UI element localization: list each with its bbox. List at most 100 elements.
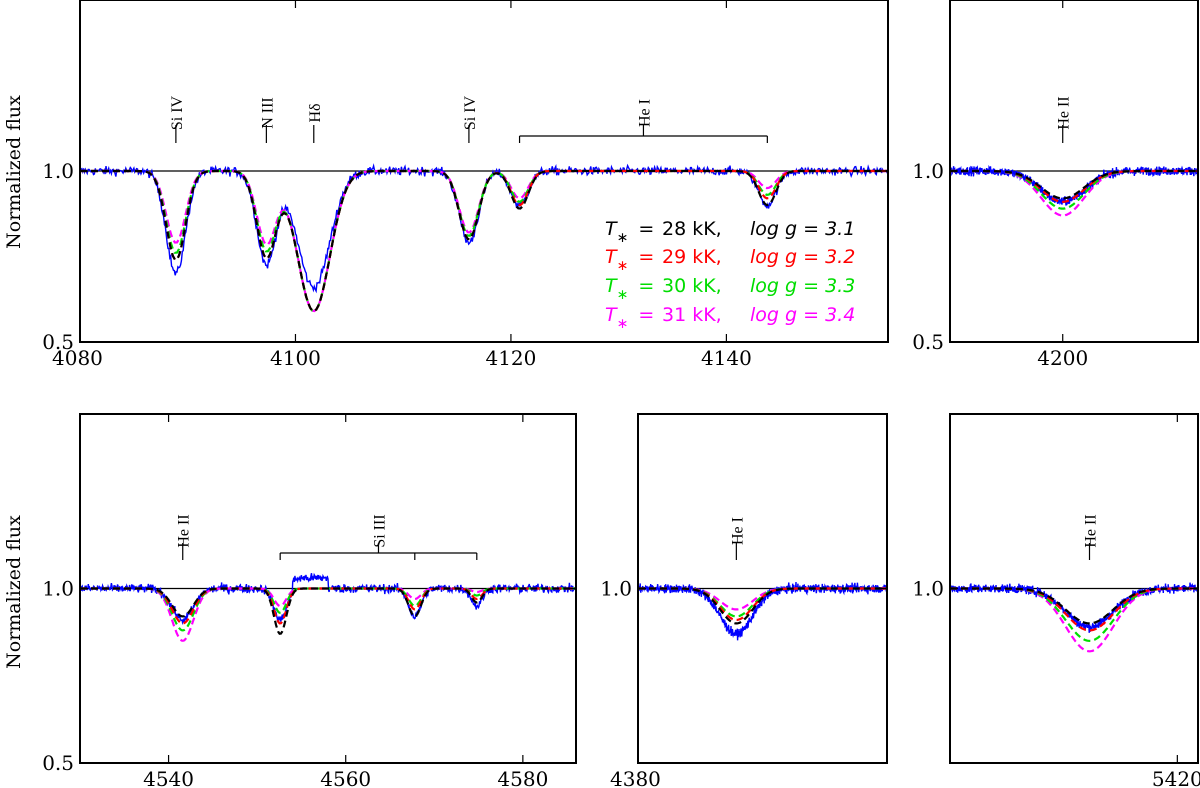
line-id-3: Hδ: [307, 103, 324, 143]
legend-entry-4-teff: 31 kK,: [662, 304, 722, 326]
model-spectrum-1: [950, 169, 1198, 200]
legend-entry-4: T∗ = 31 kK, log g = 3.4: [605, 304, 855, 332]
panel-4-frame: [637, 413, 888, 764]
line-id-1: He I: [729, 517, 746, 560]
legend: T∗ = 28 kK, log g = 3.1 T∗ = 29 kK, log g …: [605, 218, 855, 332]
line-id-5: He I: [518, 99, 768, 143]
line-id-label: Si III: [371, 514, 388, 547]
x-tick-label: 4140: [701, 346, 752, 370]
line-id-2: Si III: [279, 514, 478, 560]
panel-4-axes: 4380 1.0: [600, 414, 887, 788]
legend-entry-3: T∗ = 30 kK, log g = 3.3: [605, 275, 855, 303]
y-tick-label: 1.0: [42, 159, 74, 183]
model-spectrum-4: [638, 587, 887, 611]
legend-entry-2-logg: log g = 3.2: [750, 246, 855, 268]
line-id-label: He II: [176, 514, 193, 547]
line-id-label: Si IV: [462, 95, 479, 130]
line-id-label: N III: [259, 97, 276, 129]
line-id-label: Hδ: [307, 103, 324, 122]
x-tick-label: 4080: [52, 346, 103, 370]
panel-2-line-annotations: He II: [1056, 96, 1073, 143]
x-tick-label: 5420: [1152, 767, 1200, 788]
model-spectrum-1: [80, 169, 888, 313]
model-spectrum-3: [950, 587, 1198, 643]
model-spectrum-1: [638, 587, 887, 625]
model-spectrum-1: [80, 587, 576, 635]
y-tick-label: 1.0: [912, 577, 944, 601]
line-id-1: He II: [176, 514, 193, 560]
panel-3: Normalized flux He II Si III 4540 4560 4580…: [3, 413, 577, 788]
legend-entry-3-teff: 30 kK,: [662, 275, 722, 297]
panel-2-axes: 4200 0.5 1.0: [912, 0, 1198, 370]
panel-4-line-annotations: He I: [729, 517, 746, 560]
observed-spectrum: [80, 572, 576, 626]
model-spectrum-3: [80, 587, 576, 632]
panel-4-plot: [638, 581, 887, 641]
ylabel-bottom: Normalized flux: [3, 515, 25, 669]
x-tick-label: 4120: [485, 346, 536, 370]
observed-spectrum: [638, 581, 887, 641]
x-tick-label: 4380: [610, 767, 661, 788]
panel-4: He I 4380 1.0: [600, 413, 888, 788]
y-tick-label: 1.0: [42, 577, 74, 601]
x-tick-label: 4200: [1037, 346, 1088, 370]
legend-entry-2: T∗ = 29 kK, log g = 3.2: [605, 246, 855, 274]
panel-3-frame: [79, 413, 577, 764]
panel-5-axes: 5420 1.0: [912, 414, 1200, 788]
line-id-1: Si IV: [169, 95, 186, 143]
x-tick-label: 4540: [143, 767, 194, 788]
model-spectrum-2: [950, 587, 1198, 632]
legend-entry-1-teff: 28 kK,: [662, 218, 722, 240]
panel-5-line-annotations: He II: [1083, 514, 1100, 560]
panel-1: Normalized flux Si IV N III Hδ Si IV He I 40…: [3, 0, 889, 370]
line-id-label: Si IV: [169, 95, 186, 130]
observed-spectrum: [950, 164, 1198, 206]
x-tick-label: 4100: [270, 346, 321, 370]
y-tick-label: 0.5: [912, 330, 944, 354]
panel-2: He II 4200 0.5 1.0: [912, 0, 1199, 370]
panel-2-plot: [950, 164, 1198, 217]
panel-1-plot: [80, 163, 888, 313]
model-spectrum-3: [950, 169, 1198, 210]
svg-text:T∗=: T∗ =: [605, 304, 654, 332]
x-tick-label: 4560: [320, 767, 371, 788]
legend-entry-3-logg: log g = 3.3: [750, 275, 855, 297]
model-spectrum-4: [80, 587, 576, 642]
line-id-1: He II: [1083, 514, 1100, 560]
legend-entry-1-logg: log g = 3.1: [750, 218, 855, 240]
legend-entry-4-logg: log g = 3.4: [750, 304, 855, 326]
line-id-label: He II: [1083, 514, 1100, 547]
panel-3-line-annotations: He II Si III: [176, 514, 478, 560]
line-id-2: N III: [259, 97, 276, 143]
panel-5-plot: [950, 582, 1198, 653]
legend-entry-2-teff: 29 kK,: [662, 246, 722, 268]
svg-text:T∗=: T∗ =: [605, 275, 654, 303]
y-tick-label: 1.0: [912, 159, 944, 183]
panel-3-axes: 4540 4560 4580 0.5 1.0: [42, 414, 576, 788]
line-id-label: He II: [1056, 96, 1073, 129]
line-id-1: He II: [1056, 96, 1073, 143]
panel-5: He II 5420 1.0: [912, 413, 1200, 788]
panel-1-axes: 4080 4100 4120 4140 0.5 1.0: [42, 0, 888, 370]
panel-1-frame: [79, 0, 889, 343]
model-spectrum-1: [950, 587, 1198, 625]
model-spectrum-4: [950, 587, 1198, 653]
line-id-label: He I: [636, 99, 653, 127]
x-tick-label: 4580: [497, 767, 548, 788]
svg-text:T∗=: T∗ =: [605, 246, 654, 274]
panel-5-frame: [949, 413, 1199, 764]
panel-3-plot: [80, 572, 576, 642]
model-spectrum-2: [80, 587, 576, 625]
panel-2-frame: [949, 0, 1199, 343]
model-spectrum-4: [950, 169, 1198, 217]
line-id-4: Si IV: [462, 95, 479, 143]
y-tick-label: 0.5: [42, 330, 74, 354]
y-tick-label: 1.0: [600, 577, 632, 601]
line-id-label: He I: [729, 517, 746, 545]
legend-entry-1: T∗ = 28 kK, log g = 3.1: [605, 218, 855, 246]
y-tick-label: 0.5: [42, 751, 74, 775]
svg-text:T∗=: T∗ =: [605, 218, 654, 246]
model-spectrum-2: [950, 169, 1198, 203]
ylabel-top: Normalized flux: [3, 95, 25, 249]
